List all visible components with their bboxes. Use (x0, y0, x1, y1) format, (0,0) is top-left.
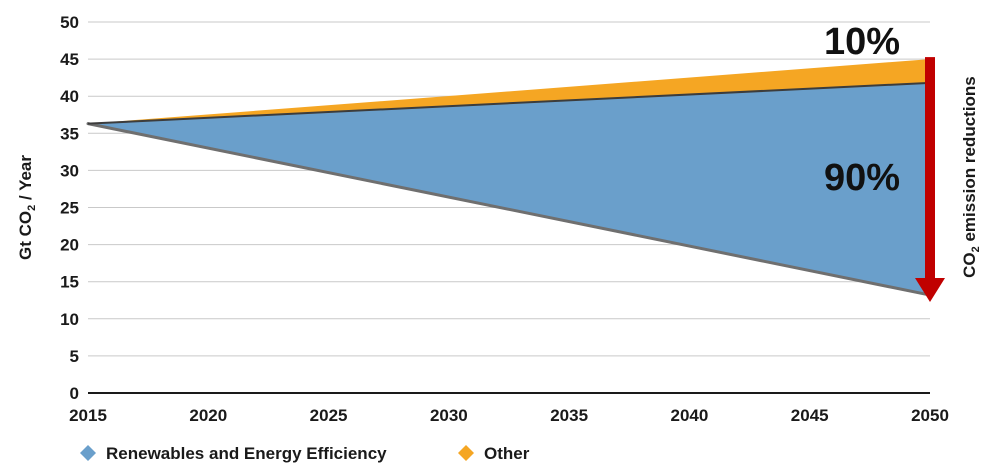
y-tick-label: 0 (70, 384, 79, 403)
x-tick-label: 2035 (550, 406, 588, 425)
y-tick-label: 25 (60, 199, 79, 218)
y-tick-label: 10 (60, 310, 79, 329)
legend-label: Other (484, 444, 530, 463)
y-tick-label: 15 (60, 273, 79, 292)
y-tick-label: 30 (60, 161, 79, 180)
renewables-upper-edge (87, 81, 931, 125)
annotations: 10% 90% CO2 emission reductions (824, 21, 982, 303)
legend-label: Renewables and Energy Efficiency (106, 444, 387, 463)
y-axis-title: Gt CO2 / Year (16, 155, 38, 260)
x-tick-label: 2040 (671, 406, 709, 425)
y-tick-label: 20 (60, 236, 79, 255)
reduction-arrow-shaft (925, 57, 935, 282)
x-tick-label: 2050 (911, 406, 949, 425)
area-layer (86, 59, 932, 297)
renewables-area (88, 82, 930, 296)
other-area (88, 59, 930, 124)
x-tick-label: 2015 (69, 406, 107, 425)
y-tick-label: 40 (60, 87, 79, 106)
reduction-arrow-head (915, 278, 945, 303)
renewables-share-label: 90% (824, 157, 900, 199)
arrow-label: CO2 emission reductions (960, 76, 982, 278)
y-tick-label: 50 (60, 13, 79, 32)
x-tick-label: 2025 (310, 406, 348, 425)
renewables-lower-edge (86, 122, 932, 297)
other-share-label: 10% (824, 21, 900, 63)
y-tick-label: 45 (60, 50, 79, 69)
x-tick-label: 2045 (791, 406, 829, 425)
x-tick-label: 2030 (430, 406, 468, 425)
y-tick-label: 35 (60, 124, 79, 143)
y-tick-label: 5 (70, 347, 79, 366)
legend-marker (458, 445, 474, 461)
legend-marker (80, 445, 96, 461)
x-tick-label: 2020 (189, 406, 227, 425)
legend: Renewables and Energy Efficiency Other (80, 444, 530, 463)
